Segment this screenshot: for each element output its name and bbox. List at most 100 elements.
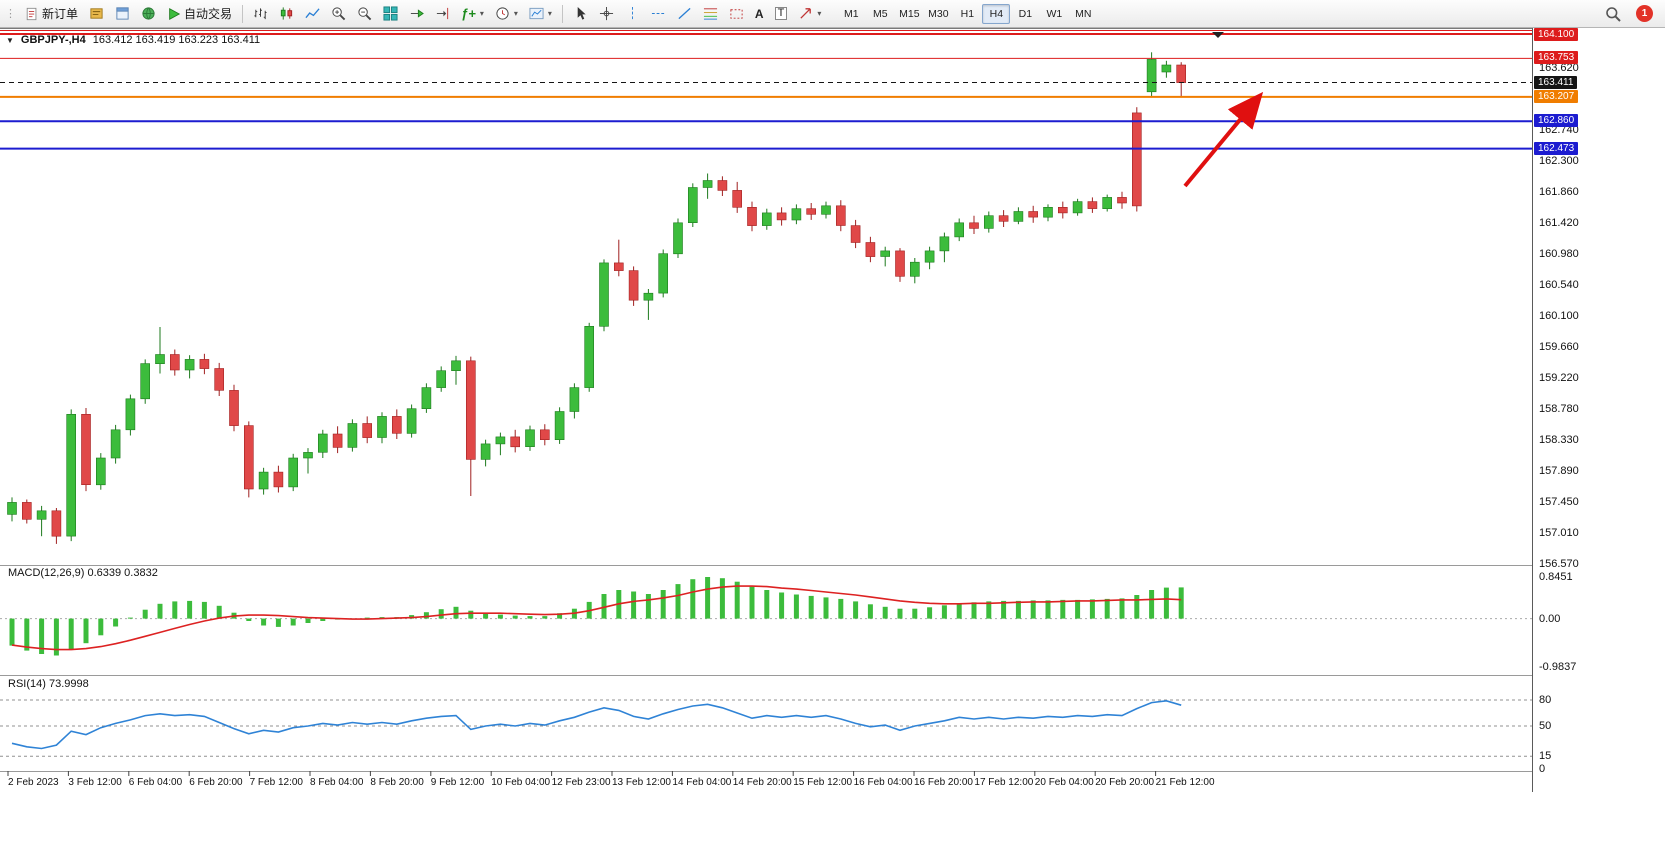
metaeditor-button[interactable] (84, 3, 109, 25)
price-scale[interactable]: 163.620 162.740 162.300 161.860 161.420 160.9… (1532, 28, 1665, 792)
macd-layer (0, 577, 1532, 656)
terminal-icon (116, 7, 129, 20)
text-button[interactable]: A (750, 3, 769, 25)
price-scale-label: 156.570 (1539, 558, 1579, 571)
toolbar-grip[interactable]: ⋮ (5, 8, 16, 20)
line-chart-button[interactable] (300, 3, 325, 25)
crosshair-icon (599, 6, 613, 21)
tile-windows-button[interactable] (378, 3, 403, 25)
zoom-out-icon (358, 7, 372, 21)
timeframe-group: M1 M5 M15 M30 H1 H4 D1 W1 MN (837, 3, 1097, 24)
macd-scale-label: 0.8451 (1539, 571, 1573, 583)
zoom-out-button[interactable] (352, 3, 377, 25)
time-axis-label: 14 Feb 20:00 (732, 777, 792, 788)
toolbar-separator (561, 4, 563, 23)
chart-area: ▼ GBPJPY-,H4 163.412 163.419 163.223 163… (0, 28, 1665, 792)
time-axis[interactable]: 2 Feb 2023 3 Feb 12:00 6 Feb 04:00 6 Feb 20… (0, 772, 1532, 792)
price-scale-label: 161.420 (1539, 216, 1579, 229)
price-level-badge: 163.753 (1534, 51, 1579, 65)
time-axis-label: 17 Feb 12:00 (974, 777, 1034, 788)
time-axis-label: 20 Feb 20:00 (1095, 777, 1155, 788)
rsi-scale-label: 50 (1539, 719, 1552, 732)
new-order-button[interactable]: 新订单 (20, 3, 83, 25)
price-level-badge: 162.473 (1534, 141, 1579, 155)
timeframe-h4[interactable]: H4 (982, 3, 1011, 24)
fibonacci-button[interactable] (698, 3, 723, 25)
zoom-in-button[interactable] (326, 3, 351, 25)
chart-menu-icon[interactable]: ▼ (6, 35, 14, 45)
toolbar-separator (242, 4, 244, 23)
notification-badge[interactable]: 1 (1636, 5, 1653, 22)
time-axis-label: 10 Feb 04:00 (491, 777, 551, 788)
price-scale-label: 163.620 (1539, 61, 1579, 74)
scroll-to-end-marker[interactable] (1212, 32, 1224, 38)
price-chart[interactable] (0, 28, 1665, 792)
market-button[interactable] (136, 3, 161, 25)
annotation-arrow[interactable] (1183, 91, 1264, 188)
chevron-down-icon: ▾ (513, 9, 518, 18)
arrow-tool-icon (800, 8, 812, 19)
price-scale-label: 157.890 (1539, 465, 1579, 478)
auto-scroll-button[interactable] (404, 3, 429, 25)
cursor-icon (577, 6, 586, 20)
timeframe-w1[interactable]: W1 (1046, 7, 1063, 20)
templates-button[interactable]: ▾ (524, 3, 557, 25)
chart-shift-button[interactable] (430, 3, 455, 25)
market-globe-icon (142, 7, 155, 20)
search-button[interactable] (1600, 3, 1626, 25)
timeframe-d1[interactable]: D1 (1018, 7, 1033, 20)
time-axis-label: 15 Feb 12:00 (793, 777, 853, 788)
template-icon (529, 7, 544, 20)
timeframe-m1[interactable]: M1 (844, 7, 859, 20)
horizontal-line-button[interactable] (646, 3, 671, 25)
periods-button[interactable]: ▾ (490, 3, 523, 25)
vertical-line-button[interactable] (620, 3, 645, 25)
price-scale-label: 160.100 (1539, 309, 1579, 322)
timeframe-m30[interactable]: M30 (928, 7, 949, 20)
clock-icon (496, 7, 509, 20)
price-level-badge: 163.207 (1534, 89, 1579, 103)
ohlc-values: 163.412 163.419 163.223 163.411 (92, 34, 261, 46)
time-axis-label: 7 Feb 12:00 (249, 777, 303, 788)
cursor-button[interactable] (568, 3, 593, 25)
levels-layer[interactable] (0, 33, 1532, 150)
time-axis-label: 8 Feb 20:00 (370, 777, 424, 788)
rsi-label: RSI(14) 73.9998 (8, 678, 89, 690)
time-axis-label: 12 Feb 23:00 (551, 777, 611, 788)
timeframe-h1[interactable]: H1 (960, 7, 975, 20)
crosshair-button[interactable] (594, 3, 619, 25)
time-axis-label: 14 Feb 04:00 (672, 777, 732, 788)
time-axis-label: 9 Feb 12:00 (430, 777, 485, 788)
terminal-button[interactable] (110, 3, 135, 25)
auto-trading-icon (169, 7, 181, 20)
auto-trading-button[interactable]: 自动交易 (162, 3, 237, 25)
new-order-icon (26, 7, 37, 20)
timeframe-m5[interactable]: M5 (873, 7, 888, 20)
metaeditor-icon (90, 8, 103, 19)
toolbar-right: 1 (1600, 3, 1661, 25)
timeframe-m15[interactable]: M15 (899, 7, 920, 20)
chevron-down-icon: ▾ (547, 9, 552, 18)
indicators-button[interactable]: ƒ+ ▾ (456, 3, 489, 25)
time-axis-label: 3 Feb 12:00 (68, 777, 122, 788)
price-scale-label: 159.220 (1539, 371, 1579, 384)
bar-chart-button[interactable] (248, 3, 273, 25)
search-icon (1606, 6, 1621, 22)
time-axis-label: 16 Feb 04:00 (853, 777, 913, 788)
price-scale-label: 160.540 (1539, 278, 1579, 291)
chart-title: ▼ GBPJPY-,H4 163.412 163.419 163.223 163… (6, 34, 260, 46)
label-button[interactable]: T (770, 3, 793, 25)
timeframe-mn[interactable]: MN (1075, 7, 1092, 20)
rsi-scale-label: 80 (1539, 693, 1552, 706)
shapes-button[interactable] (724, 3, 749, 25)
trendline-button[interactable] (672, 3, 697, 25)
price-scale-label: 157.010 (1539, 527, 1579, 540)
candlestick-chart-button[interactable] (274, 3, 299, 25)
price-level-badge: 164.100 (1534, 28, 1579, 41)
arrows-button[interactable]: ▾ (793, 3, 826, 25)
zoom-in-icon (332, 7, 346, 21)
vertical-line-icon (631, 6, 633, 21)
price-level-badge: 163.411 (1534, 75, 1578, 89)
time-axis-label: 8 Feb 04:00 (310, 777, 364, 788)
fibonacci-icon (703, 8, 717, 20)
